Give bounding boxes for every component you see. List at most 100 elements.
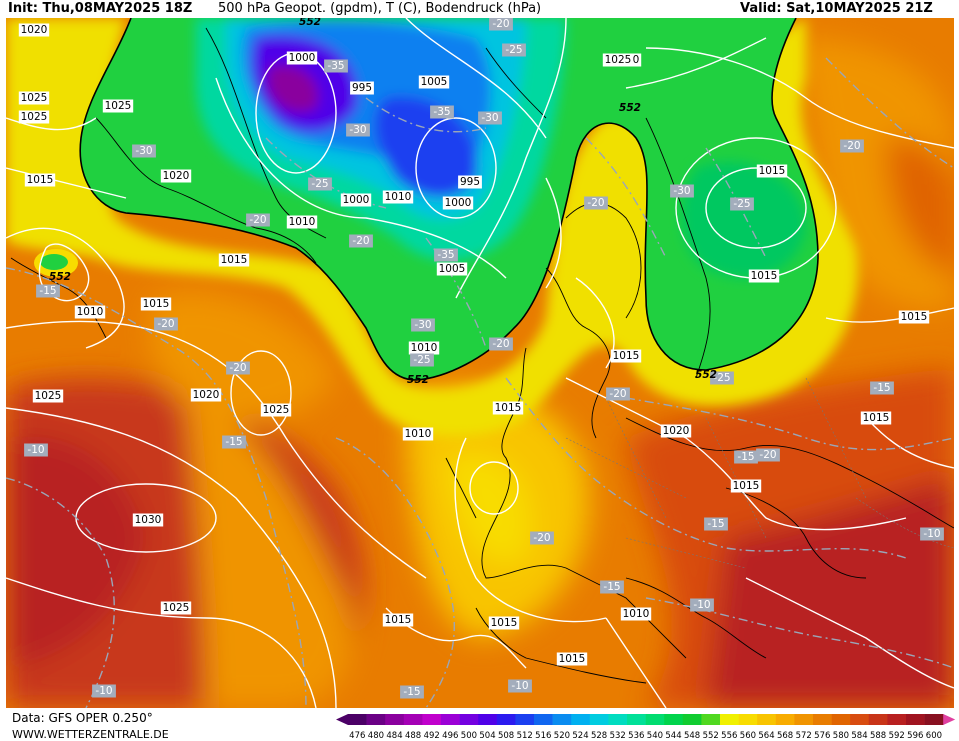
svg-text:552: 552 [695,369,717,381]
svg-text:-25: -25 [713,372,730,384]
svg-text:-10: -10 [693,599,710,611]
isobar-label: 1020 [660,424,692,438]
svg-text:1015: 1015 [733,480,760,492]
legend-tick-label: 520 [554,731,570,741]
svg-text:-15: -15 [39,285,56,297]
legend-swatch [348,714,367,725]
legend-swatch [366,714,386,725]
svg-text:1010: 1010 [77,306,104,318]
legend-swatch [868,714,888,725]
legend-swatch [496,714,516,725]
isobar-label: 1000 [286,51,318,65]
legend-tick-label: 544 [665,731,681,741]
svg-text:1015: 1015 [901,311,928,323]
legend-tick-label: 556 [721,731,737,741]
isotherm-label: -20 [246,213,270,227]
isobar-label: 1010 [74,305,106,319]
svg-text:-10: -10 [27,444,44,456]
legend-tick-label: 508 [498,731,514,741]
isobar-label: 1025 [18,91,50,105]
svg-text:-15: -15 [737,451,754,463]
svg-text:1015: 1015 [143,298,170,310]
isobar-label: 1010 [408,341,440,355]
geopotential-label: 552 [49,271,71,283]
isotherm-label: -10 [690,598,714,612]
isobar-label: 1030 [132,513,164,527]
isotherm-label: -30 [346,123,370,137]
isotherm-label: -15 [704,517,728,531]
isobar-label: 1015 [730,479,762,493]
legend-tick-label: 600 [926,731,942,741]
svg-text:-15: -15 [403,686,420,698]
legend-tick-label: 596 [907,731,923,741]
svg-text:-35: -35 [437,249,454,261]
isotherm-label: -20 [489,337,513,351]
isotherm-label: -35 [434,248,458,262]
svg-text:1010: 1010 [623,608,650,620]
svg-text:-15: -15 [873,382,890,394]
isotherm-label: -20 [226,361,250,375]
legend-swatch [664,714,684,725]
isobar-label: 1015 [492,401,524,415]
geopotential-label: 552 [407,374,429,386]
svg-text:-20: -20 [492,18,509,30]
init-time: Init: Thu,08MAY2025 18Z [8,1,193,16]
map-title: 500 hPa Geopot. (gpdm), T (C), Bodendruc… [218,1,542,16]
isotherm-label: -35 [430,105,454,119]
isotherm-label: -25 [730,197,754,211]
isobar-label: 995 [350,81,374,95]
svg-text:-15: -15 [603,581,620,593]
legend-swatch [403,714,423,725]
svg-text:-35: -35 [433,106,450,118]
legend-swatch [552,714,572,725]
svg-text:552: 552 [49,271,71,283]
svg-text:1015: 1015 [613,350,640,362]
isobar-label: 1015 [488,616,520,630]
legend-tick-label: 560 [740,731,756,741]
isobar-label: 1020 [190,388,222,402]
svg-text:1000: 1000 [445,197,472,209]
svg-text:-15: -15 [225,436,242,448]
legend-tick-label: 524 [572,731,588,741]
svg-text:-20: -20 [759,449,776,461]
svg-text:1020: 1020 [193,389,220,401]
svg-text:-30: -30 [414,319,431,331]
isobar-label: 1015 [140,297,172,311]
svg-text:1010: 1010 [405,428,432,440]
legend-tick-label: 484 [386,731,402,741]
weather-map: 1020 1025 1025 1015 1020 1000 995 1005 995 1000 10… [6,18,954,708]
svg-text:1015: 1015 [491,617,518,629]
legend-swatch [887,714,907,725]
svg-text:1025: 1025 [163,602,190,614]
isobar-label: 1015 [382,613,414,627]
legend-swatch [459,714,479,725]
isobar-label: 1025 [32,389,64,403]
isobar-label: 1010 [620,607,652,621]
isotherm-label: -15 [734,450,758,464]
isobar-label: 1015 [24,173,56,187]
valid-time: Valid: Sat,10MAY2025 21Z [740,1,933,16]
svg-text:-25: -25 [733,198,750,210]
legend-swatch [813,714,832,725]
svg-text:-35: -35 [327,60,344,72]
svg-text:-20: -20 [157,318,174,330]
svg-text:-10: -10 [923,528,940,540]
legend-swatch [589,714,609,725]
isobar-label: 1005 [418,75,450,89]
svg-text:-15: -15 [707,518,724,530]
legend-swatch [924,714,944,725]
geopotential-label: 552 [695,369,717,381]
isotherm-label: -15 [222,435,246,449]
svg-text:1025: 1025 [35,390,62,402]
legend-swatch [850,714,870,725]
svg-text:-30: -30 [349,124,366,136]
legend-swatch [422,714,442,725]
isotherm-label: -15 [400,685,424,699]
borders [565,377,954,569]
isotherm-label: -20 [756,448,780,462]
svg-text:1015: 1015 [385,614,412,626]
isobar-label: 1025 [18,110,50,124]
legend-swatch [534,714,553,725]
colour-legend: 476 480 484 488 492 496 500 504 508 512 516 520 524 5… [336,714,956,741]
legend-swatch [385,714,405,725]
